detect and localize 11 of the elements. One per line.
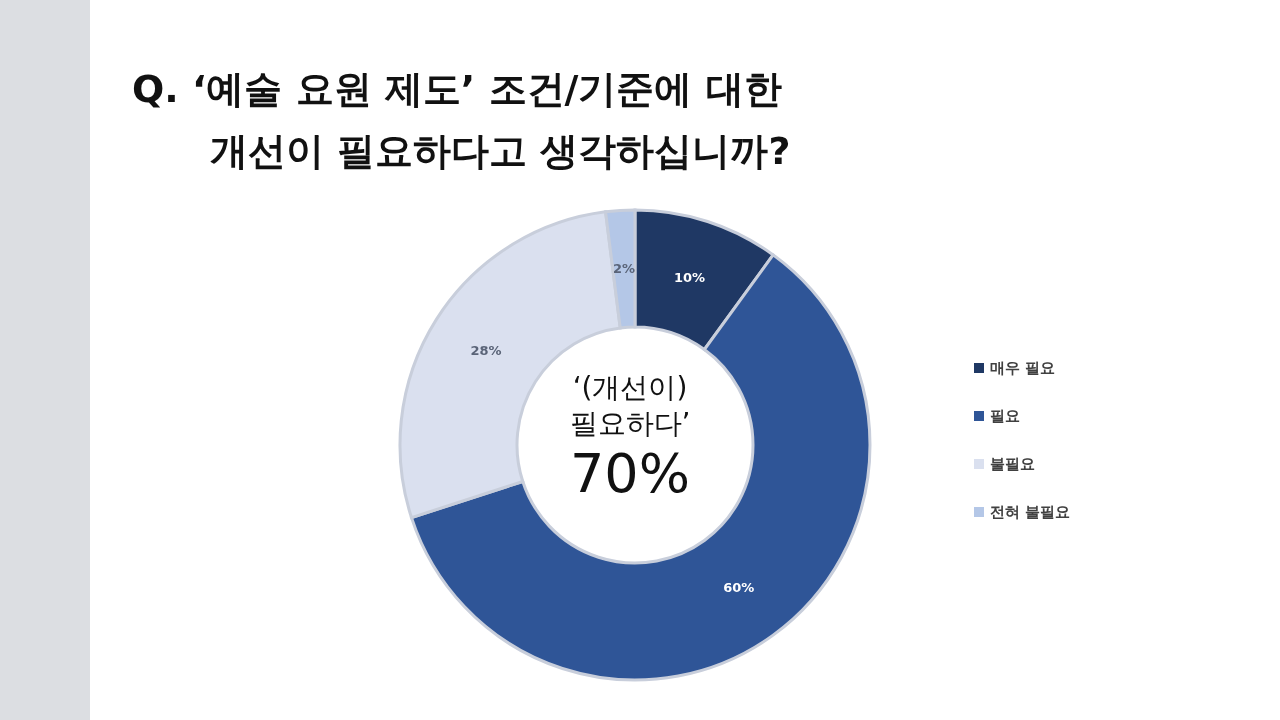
legend-label: 전혀 불필요 — [989, 502, 1070, 523]
text: ‘(개선이) 필요하다’ — [568, 370, 692, 442]
legend-label: 필요 — [989, 406, 1020, 427]
legend-label: 불필요 — [989, 454, 1035, 475]
data-label: 10% — [673, 269, 706, 285]
chart-title: Q. ‘예술 요원 제도’ 조건/기준에 대한 개선이 필요하다고 생각하십니까? — [132, 66, 791, 175]
text: 70% — [569, 442, 691, 506]
data-label: 2% — [612, 261, 635, 277]
data-label: 28% — [470, 342, 502, 358]
legend-label: 매우 필요 — [989, 358, 1055, 379]
data-label: 60% — [723, 580, 755, 596]
